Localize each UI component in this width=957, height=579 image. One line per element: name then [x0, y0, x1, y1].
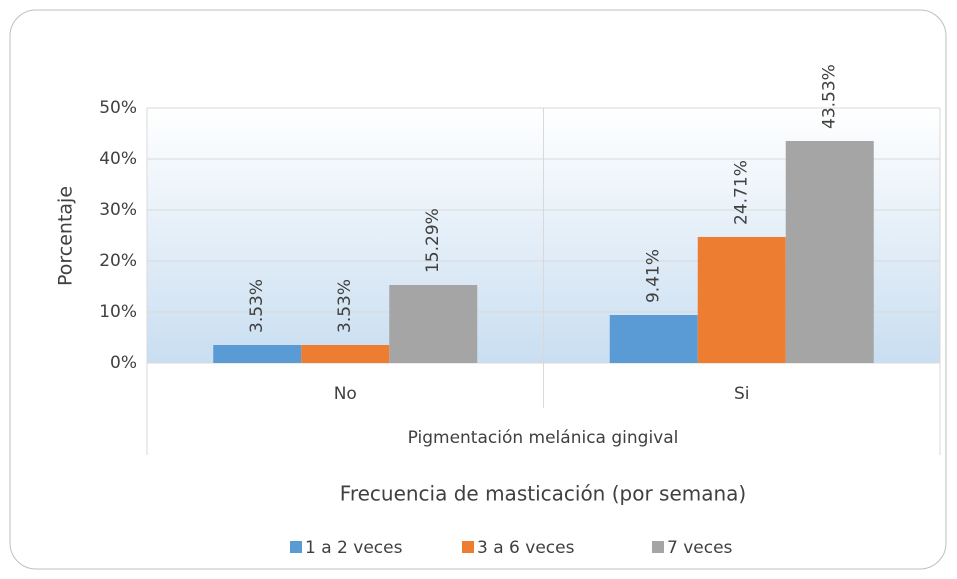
- legend-swatch: [290, 541, 302, 553]
- x-tick-label: Si: [734, 384, 750, 404]
- bar: [697, 236, 786, 363]
- data-label: 43.53%: [820, 64, 840, 129]
- legend-swatch: [652, 541, 664, 553]
- x-tick-label: No: [334, 384, 357, 404]
- data-label: 3.53%: [247, 279, 267, 333]
- data-label: 24.71%: [732, 160, 752, 225]
- bar: [213, 344, 302, 363]
- data-label: 9.41%: [644, 249, 664, 303]
- y-tick-label: 20%: [99, 251, 137, 271]
- bar: [785, 140, 874, 363]
- legend-label: 7 veces: [667, 538, 733, 558]
- bar: [609, 315, 698, 363]
- y-tick-label: 10%: [99, 302, 137, 322]
- data-label: 3.53%: [335, 279, 355, 333]
- data-label: 15.29%: [423, 208, 443, 273]
- y-tick-label: 0%: [110, 353, 137, 373]
- bar: [301, 344, 390, 363]
- bar: [389, 285, 478, 363]
- x-axis-title: Frecuencia de masticación (por semana): [340, 482, 746, 506]
- y-tick-label: 50%: [99, 98, 137, 118]
- legend-label: 3 a 6 veces: [477, 538, 575, 558]
- legend-label: 1 a 2 veces: [305, 538, 403, 558]
- legend-swatch: [462, 541, 474, 553]
- y-tick-label: 30%: [99, 200, 137, 220]
- group-label: Pigmentación melánica gingival: [408, 428, 679, 448]
- y-tick-label: 40%: [99, 149, 137, 169]
- y-axis-title: Porcentaje: [55, 186, 77, 286]
